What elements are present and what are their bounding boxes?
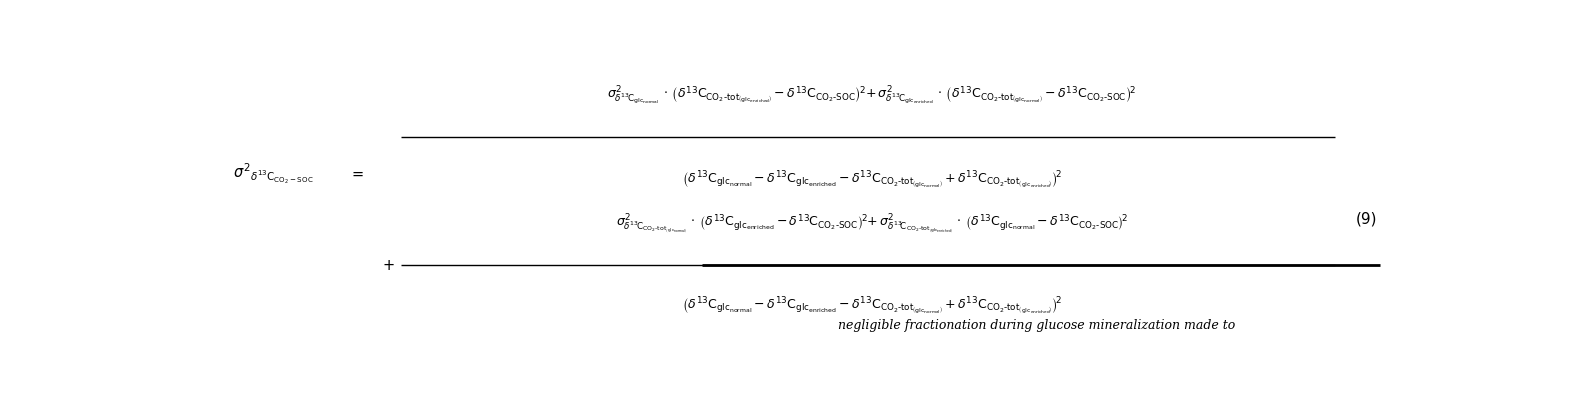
- Text: negligible fractionation during glucose mineralization made to: negligible fractionation during glucose …: [837, 318, 1235, 331]
- Text: (9): (9): [1356, 211, 1376, 226]
- Text: $\sigma^{2}$$_{\delta^{13}\mathrm{C}_{\mathrm{CO_{2}-SOC}}}$: $\sigma^{2}$$_{\delta^{13}\mathrm{C}_{\m…: [233, 161, 313, 185]
- Text: $\sigma^{2}_{\delta^{13}\!\mathrm{C}_{\mathrm{glc_{normal}}}}$${\,\cdot\,}\left(: $\sigma^{2}_{\delta^{13}\!\mathrm{C}_{\m…: [608, 84, 1137, 107]
- Text: $+$: $+$: [382, 258, 394, 273]
- Text: $\left(\delta^{13}\mathrm{C}_{\mathrm{glc_{normal}}} - \delta^{13}\mathrm{C}_{\m: $\left(\delta^{13}\mathrm{C}_{\mathrm{gl…: [682, 169, 1062, 190]
- Text: $\sigma^{2}_{\delta^{13}\!\mathrm{C}_{\mathrm{CO_{2}\text{-}tot_{\left(\mathrm{g: $\sigma^{2}_{\delta^{13}\!\mathrm{C}_{\m…: [616, 211, 1128, 235]
- Text: $\left(\delta^{13}\mathrm{C}_{\mathrm{glc_{normal}}} - \delta^{13}\mathrm{C}_{\m: $\left(\delta^{13}\mathrm{C}_{\mathrm{gl…: [682, 295, 1062, 317]
- Text: $=$: $=$: [349, 166, 364, 181]
